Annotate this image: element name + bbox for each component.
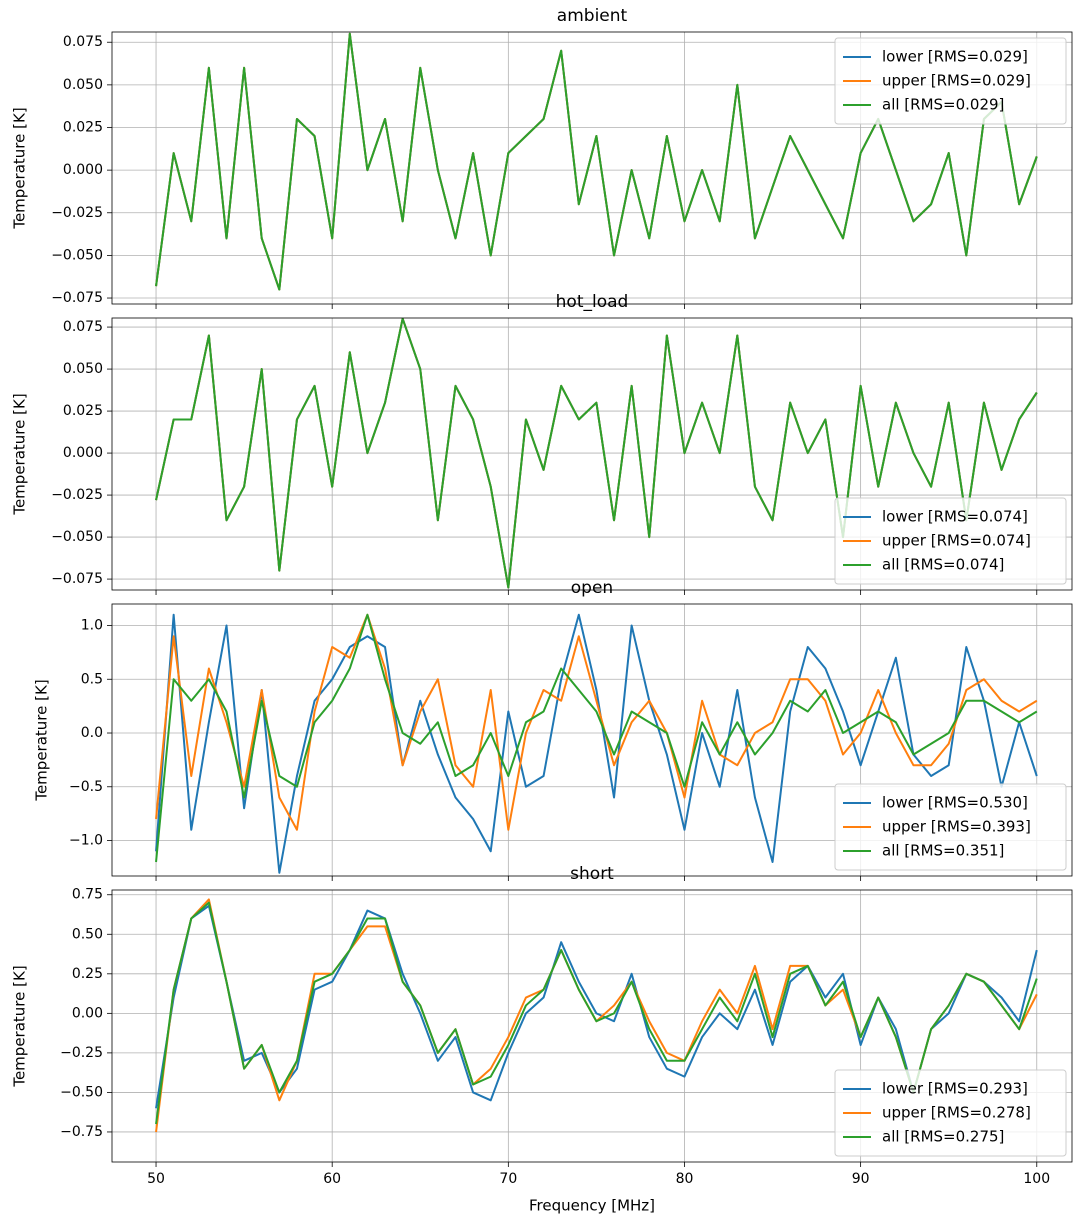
x-tick-label: 50 [147, 1171, 165, 1187]
y-axis-label: Temperature [K] [11, 107, 29, 229]
y-tick-label: 0.025 [63, 119, 103, 135]
legend-label: upper [RMS=0.393] [882, 818, 1031, 836]
x-axis-label: Frequency [MHz] [529, 1197, 655, 1215]
y-tick-label: −0.025 [51, 205, 103, 221]
y-tick-label: 0.075 [63, 34, 103, 50]
y-tick-label: −0.025 [51, 487, 103, 503]
y-tick-label: 0.0 [81, 725, 103, 741]
y-tick-label: 0.050 [63, 361, 103, 377]
y-tick-label: −0.075 [51, 290, 103, 306]
series-line [155, 613, 1038, 874]
y-tick-label: 0.50 [72, 926, 103, 942]
x-tick-label: 90 [852, 1171, 870, 1187]
panel-title: short [570, 864, 614, 884]
y-tick-label: 0.025 [63, 403, 103, 419]
panel-title: ambient [557, 6, 628, 26]
axes-frame [111, 317, 1073, 591]
y-axis-label: Temperature [K] [33, 679, 51, 801]
legend-box [834, 37, 1067, 125]
y-tick-label: 0.75 [72, 887, 103, 903]
y-tick-label: 0.25 [72, 966, 103, 982]
x-tick-label: 60 [323, 1171, 341, 1187]
legend-label: upper [RMS=0.278] [882, 1104, 1031, 1122]
y-tick-label: −0.050 [51, 247, 103, 263]
axes-frame [111, 31, 1073, 305]
plot-area [155, 32, 1038, 291]
y-tick-label: 0.00 [72, 1005, 103, 1021]
plot-area [155, 898, 1038, 1133]
y-tick-label: −0.5 [69, 779, 103, 795]
panel-title: open [571, 578, 613, 598]
legend-box [834, 1069, 1067, 1157]
y-tick-label: −1.0 [69, 833, 103, 849]
legend-label: lower [RMS=0.293] [882, 1080, 1028, 1098]
legend-label: all [RMS=0.029] [882, 96, 1004, 114]
legend-label: all [RMS=0.074] [882, 556, 1004, 574]
legend-label: all [RMS=0.351] [882, 842, 1004, 860]
legend-label: lower [RMS=0.029] [882, 48, 1028, 66]
series-line [155, 32, 1038, 291]
x-tick-label: 70 [499, 1171, 517, 1187]
y-tick-label: −0.075 [51, 571, 103, 587]
panel-title: hot_load [556, 292, 629, 312]
y-tick-label: 0.000 [63, 445, 103, 461]
axes-frame [111, 889, 1073, 1163]
y-tick-label: 0.000 [63, 162, 103, 178]
y-tick-label: 1.0 [81, 618, 103, 634]
y-tick-label: 0.075 [63, 319, 103, 335]
x-tick-label: 80 [676, 1171, 694, 1187]
legend-label: upper [RMS=0.029] [882, 72, 1031, 90]
series-line [155, 901, 1038, 1125]
x-tick-label: 100 [1023, 1171, 1050, 1187]
y-axis-label: Temperature [K] [11, 965, 29, 1087]
legend-label: all [RMS=0.275] [882, 1128, 1004, 1146]
legend-label: lower [RMS=0.530] [882, 794, 1028, 812]
plot-area [155, 613, 1038, 874]
y-axis-label: Temperature [K] [11, 393, 29, 515]
legend-box [834, 783, 1067, 871]
y-tick-label: 0.5 [81, 671, 103, 687]
y-tick-label: 0.050 [63, 77, 103, 93]
series-line [155, 613, 1038, 863]
y-tick-label: −0.50 [60, 1084, 103, 1100]
y-tick-label: −0.75 [60, 1124, 103, 1140]
series-line [155, 318, 1038, 589]
legend-label: upper [RMS=0.074] [882, 532, 1031, 550]
y-tick-label: −0.25 [60, 1045, 103, 1061]
series-line [155, 904, 1038, 1109]
plot-area [155, 318, 1038, 589]
legend-label: lower [RMS=0.074] [882, 508, 1028, 526]
axes-frame [111, 603, 1073, 877]
legend-box [834, 497, 1067, 585]
y-tick-label: −0.050 [51, 529, 103, 545]
